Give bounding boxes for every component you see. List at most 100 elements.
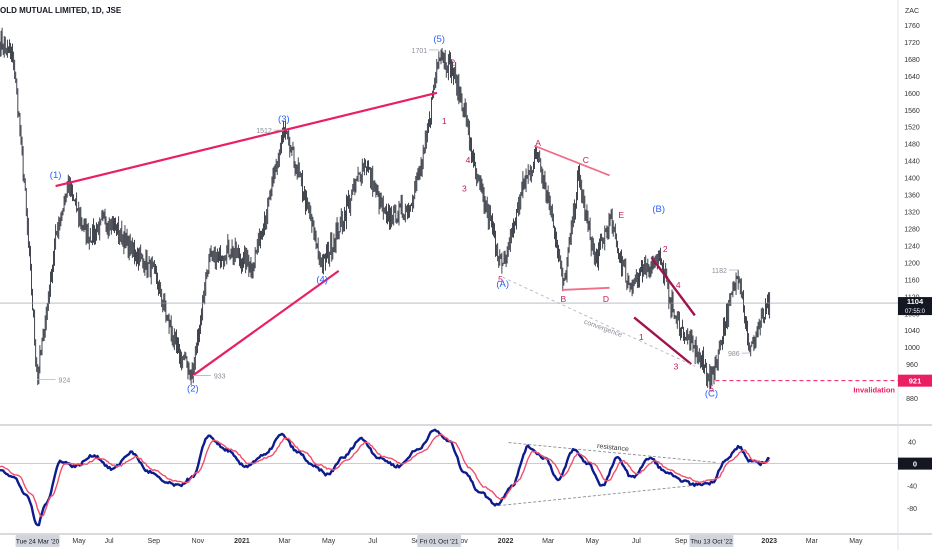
trendline[interactable] xyxy=(650,256,696,317)
last-price-badge xyxy=(898,297,932,316)
price-tick-label: 1480 xyxy=(904,142,920,149)
time-crosshair-marker xyxy=(15,535,60,547)
chart-title: OLD MUTUAL LIMITED, 1D, JSE xyxy=(0,6,122,15)
oscillator-guide-label: resistance xyxy=(597,443,630,453)
trendline[interactable] xyxy=(561,286,610,291)
elliott-wave-label[interactable]: (C) xyxy=(705,389,718,400)
oscillator-tick-label: 40 xyxy=(908,439,916,446)
elliott-wave-label[interactable]: (2) xyxy=(187,384,199,395)
price-tick-label: 1040 xyxy=(904,328,920,335)
oscillator-tick-label: -40 xyxy=(907,484,917,491)
price-tick-label: 1560 xyxy=(904,108,920,115)
price-tick-label: 1440 xyxy=(904,159,920,166)
price-annotation: 1182 xyxy=(712,268,727,275)
trendline[interactable] xyxy=(192,269,340,377)
price-tick-label: 960 xyxy=(906,362,918,369)
elliott-subwave-label[interactable]: B xyxy=(561,294,567,304)
trend-annotation: convergence xyxy=(583,319,623,339)
elliott-wave-label[interactable]: (4) xyxy=(316,275,328,286)
price-tick-label: 1680 xyxy=(904,57,920,64)
elliott-subwave-label[interactable]: 5 xyxy=(709,384,714,394)
trendline[interactable] xyxy=(502,276,696,367)
time-tick-label: May xyxy=(586,538,600,545)
time-tick-label: 2022 xyxy=(498,538,514,545)
trendline[interactable] xyxy=(633,316,692,366)
price-tick-label: 1320 xyxy=(904,210,920,217)
time-crosshair-label: Fri 01 Oct '21 xyxy=(420,539,459,546)
time-tick-label: Jul xyxy=(632,538,641,545)
time-tick-label: May xyxy=(72,538,86,545)
time-crosshair-marker xyxy=(689,535,734,547)
time-tick-label: 2021 xyxy=(234,538,250,545)
price-axis[interactable]: 8809209601000104010801120116012001240128… xyxy=(904,8,920,403)
elliott-subwave-label[interactable]: 4 xyxy=(466,155,471,165)
price-annotation: 1512 xyxy=(256,128,272,135)
price-annotation: 986 xyxy=(728,351,740,358)
time-tick-label: 2023 xyxy=(761,538,777,545)
currency-label: ZAC xyxy=(905,8,919,15)
oscillator-axis[interactable]: -80 -40 40 xyxy=(907,439,917,512)
time-tick-label: Sep xyxy=(148,538,161,545)
elliott-subwave-label[interactable]: 2 xyxy=(663,244,668,254)
elliott-subwave-label[interactable]: 2 xyxy=(450,58,455,68)
time-tick-label: Mar xyxy=(279,538,292,545)
elliott-subwave-label[interactable]: 1 xyxy=(639,332,644,342)
price-tick-label: 1000 xyxy=(904,345,920,352)
price-tick-label: 880 xyxy=(906,396,918,403)
oscillator-tick-label: -80 xyxy=(907,506,917,513)
elliott-subwave-label[interactable]: E xyxy=(618,210,624,220)
invalidation-label: Invalidation xyxy=(853,386,895,395)
price-tick-label: 1640 xyxy=(904,74,920,81)
time-tick-label: Jul xyxy=(105,538,114,545)
time-crosshair-label: Thu 13 Oct '22 xyxy=(690,539,733,546)
oscillator-main-line[interactable] xyxy=(0,428,771,527)
elliott-wave-label[interactable]: (1) xyxy=(50,170,62,181)
elliott-wave-label[interactable]: (5) xyxy=(433,34,445,45)
price-tick-label: 1400 xyxy=(904,176,920,183)
price-tick-label: 1520 xyxy=(904,125,920,132)
time-crosshair-label: Tue 24 Mar '20 xyxy=(16,539,60,546)
time-crosshair-marker xyxy=(417,535,462,547)
last-price-label: 1104 xyxy=(907,297,924,306)
elliott-subwave-label[interactable]: C xyxy=(583,155,589,165)
price-tick-label: 1720 xyxy=(904,40,920,47)
time-tick-label: Nov xyxy=(455,538,468,545)
elliott-subwave-label[interactable]: 1 xyxy=(442,116,447,126)
price-tick-label: 1280 xyxy=(904,226,920,233)
elliott-subwave-label[interactable]: 3 xyxy=(462,184,467,194)
bar-countdown: 07:55:0 xyxy=(905,309,926,315)
price-annotation: 1701 xyxy=(412,48,428,55)
elliott-subwave-label[interactable]: A xyxy=(535,138,541,148)
oscillator-value-badge xyxy=(898,457,932,470)
elliott-subwave-label[interactable]: 3 xyxy=(674,362,679,372)
time-tick-label: May xyxy=(849,538,863,545)
elliott-wave-label[interactable]: (3) xyxy=(278,114,290,125)
time-axis[interactable]: May Jul Sep Nov 2021 Mar May Jul Sep Nov 2022 Mar Ma… xyxy=(15,535,932,547)
elliott-subwave-label[interactable]: 4 xyxy=(676,280,681,290)
trendline[interactable] xyxy=(55,91,438,188)
price-tick-label: 1160 xyxy=(904,277,919,284)
price-tick-label: 1360 xyxy=(904,193,920,200)
time-tick-label: May xyxy=(322,538,336,545)
oscillator-value-label: 0 xyxy=(913,460,917,469)
elliott-wave-label[interactable]: (B) xyxy=(652,204,665,215)
trendline[interactable] xyxy=(534,144,610,177)
oscillator-guide-line[interactable] xyxy=(498,483,713,507)
time-tick-label: Mar xyxy=(542,538,555,545)
time-tick-label: Sep xyxy=(675,538,688,545)
oscillator-signal-line[interactable] xyxy=(0,433,770,517)
price-tick-label: 1760 xyxy=(904,23,920,30)
elliott-subwave-label[interactable]: 5 xyxy=(498,274,503,284)
elliott-subwave-label[interactable]: D xyxy=(603,294,609,304)
time-tick-label: Mar xyxy=(806,538,819,545)
price-tick-label: 1240 xyxy=(904,243,920,250)
time-tick-label: Nov xyxy=(192,538,205,545)
price-tick-label: 1600 xyxy=(904,91,920,98)
price-annotation: 924 xyxy=(59,377,71,384)
price-tick-label: 1200 xyxy=(904,260,920,267)
price-annotation: 933 xyxy=(214,374,226,381)
invalidation-price-label: 921 xyxy=(909,377,922,386)
elliott-wave-label[interactable]: (A) xyxy=(496,279,509,290)
